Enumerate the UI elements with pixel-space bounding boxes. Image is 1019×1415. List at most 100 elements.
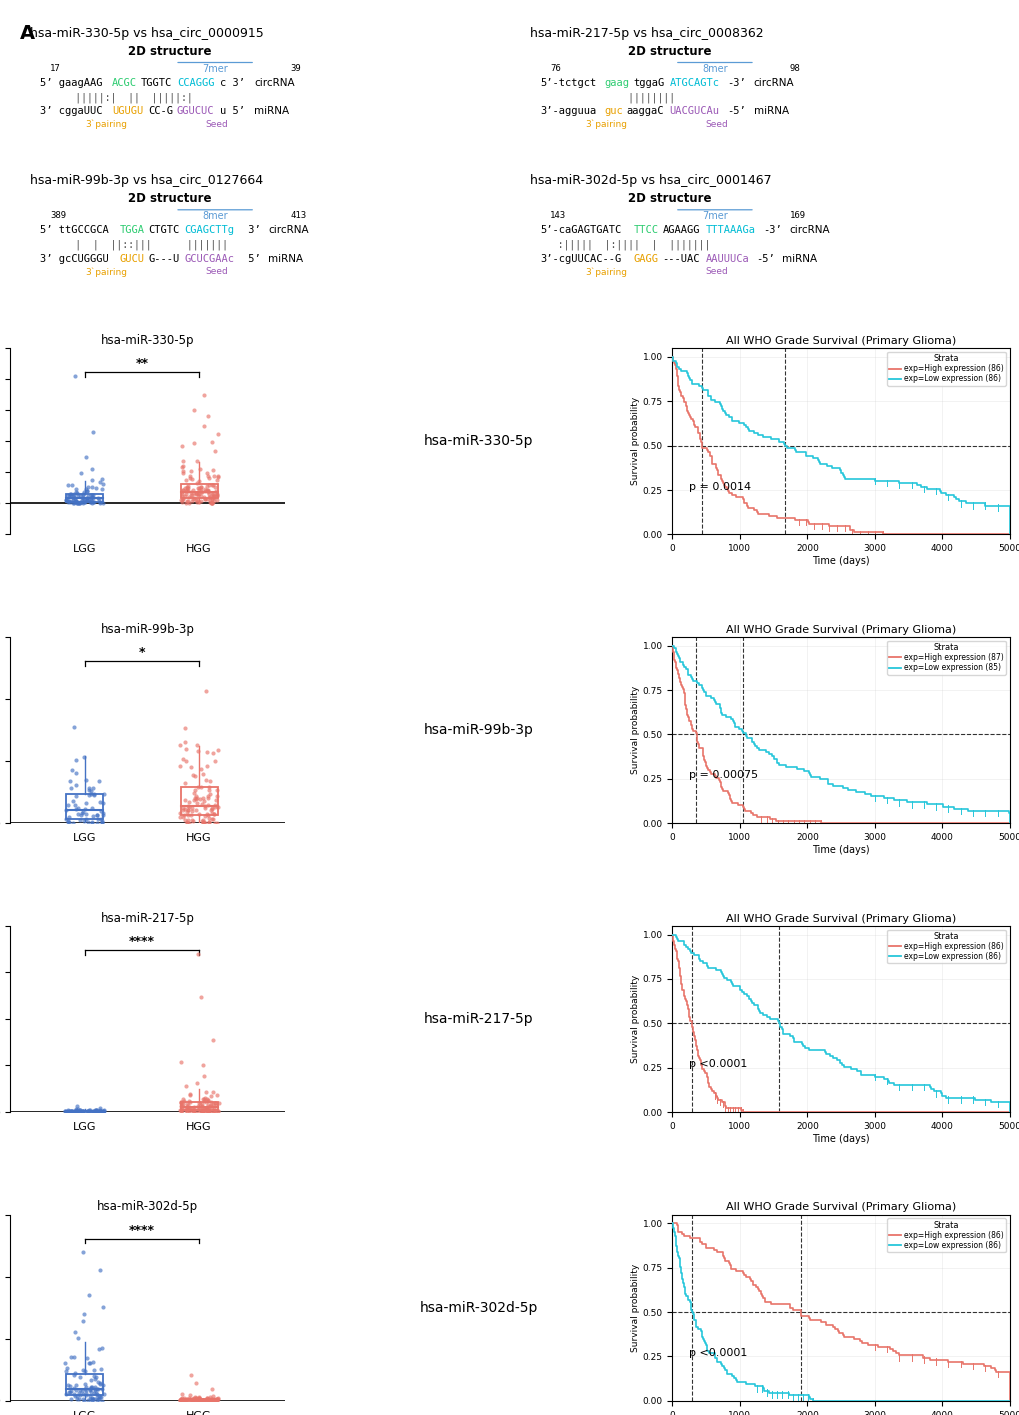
Point <box>191 477 207 499</box>
Text: 3’ gcCUGGGU: 3’ gcCUGGGU <box>40 253 109 263</box>
Text: ****: **** <box>128 935 155 948</box>
Point <box>63 483 79 505</box>
Point <box>96 1099 112 1122</box>
Point <box>205 464 221 487</box>
Point <box>193 490 209 512</box>
Point <box>93 799 109 822</box>
Point <box>180 1387 197 1409</box>
Point <box>205 1080 221 1102</box>
Point <box>204 487 220 509</box>
Point <box>177 737 194 760</box>
Point <box>198 1390 214 1412</box>
Point <box>179 474 196 497</box>
X-axis label: Time (days): Time (days) <box>811 1133 869 1143</box>
Point <box>74 491 91 514</box>
Point <box>83 780 99 802</box>
Point <box>69 491 86 514</box>
Point <box>82 1378 98 1401</box>
Point <box>85 1387 101 1409</box>
Point <box>84 488 100 511</box>
Point <box>74 491 91 514</box>
Point <box>86 1101 102 1124</box>
Point <box>184 478 201 501</box>
Point <box>180 791 197 814</box>
Point <box>201 807 217 829</box>
Point <box>201 485 217 508</box>
Point <box>62 1346 78 1368</box>
Point <box>185 399 202 422</box>
Point <box>190 775 206 798</box>
Point <box>85 1388 101 1411</box>
Point <box>202 1388 218 1411</box>
Point <box>84 782 100 805</box>
Text: hsa-miR-99b-3p vs hsa_circ_0127664: hsa-miR-99b-3p vs hsa_circ_0127664 <box>31 174 263 187</box>
Point <box>186 1387 203 1409</box>
Point <box>206 802 222 825</box>
Point <box>174 1388 191 1411</box>
Point <box>95 473 111 495</box>
Point <box>86 1365 102 1388</box>
Point <box>96 1099 112 1122</box>
Text: ****: **** <box>128 1224 155 1237</box>
Text: TTTAAAGa: TTTAAAGa <box>705 225 755 235</box>
Point <box>197 804 213 826</box>
Point <box>58 799 74 822</box>
Point <box>198 768 214 791</box>
Point <box>176 804 193 826</box>
Point <box>59 1101 75 1124</box>
Point <box>200 464 216 487</box>
Point <box>95 1099 111 1122</box>
Point <box>67 785 84 808</box>
Point <box>200 478 216 501</box>
Point <box>204 1092 220 1115</box>
Point <box>87 1368 103 1391</box>
Point <box>91 1388 107 1411</box>
Text: hsa-miR-217-5p: hsa-miR-217-5p <box>424 1012 533 1026</box>
Point <box>77 491 94 514</box>
Text: miRNA: miRNA <box>753 106 788 116</box>
Point <box>174 797 191 819</box>
Point <box>81 1099 97 1122</box>
Point <box>93 1357 109 1380</box>
Point <box>76 1377 93 1399</box>
Text: 3`pairing: 3`pairing <box>585 267 627 276</box>
Point <box>63 777 79 799</box>
Point <box>189 1388 205 1411</box>
Point <box>173 488 190 511</box>
Point <box>195 812 211 835</box>
Point <box>202 491 218 514</box>
Point <box>76 490 93 512</box>
Point <box>187 1099 204 1122</box>
Point <box>92 491 108 514</box>
Point <box>195 1099 211 1122</box>
Point <box>210 464 226 487</box>
Point <box>210 1092 226 1115</box>
Text: 17: 17 <box>50 64 61 72</box>
Point <box>181 1084 198 1107</box>
Point <box>71 1365 88 1388</box>
Point <box>201 780 217 802</box>
Point <box>175 478 192 501</box>
Text: 3`pairing: 3`pairing <box>86 120 127 129</box>
Text: 413: 413 <box>289 211 306 221</box>
Point <box>171 754 187 777</box>
Title: All WHO Grade Survival (Primary Glioma): All WHO Grade Survival (Primary Glioma) <box>726 914 955 924</box>
Point <box>209 1388 225 1411</box>
Point <box>209 784 225 807</box>
Point <box>203 1388 219 1411</box>
Text: CTGTC: CTGTC <box>148 225 179 235</box>
Point <box>206 1388 222 1411</box>
Point <box>75 1310 92 1333</box>
Point <box>201 1099 217 1122</box>
Point <box>210 1099 226 1122</box>
Point <box>81 777 97 799</box>
Text: aaggaC: aaggaC <box>626 106 663 116</box>
Point <box>185 432 202 454</box>
Point <box>204 483 220 505</box>
Text: Seed: Seed <box>704 267 727 276</box>
Point <box>62 1381 78 1404</box>
Point <box>187 799 204 822</box>
Text: *: * <box>139 647 145 659</box>
Point <box>65 1346 82 1368</box>
Point <box>193 1099 209 1122</box>
